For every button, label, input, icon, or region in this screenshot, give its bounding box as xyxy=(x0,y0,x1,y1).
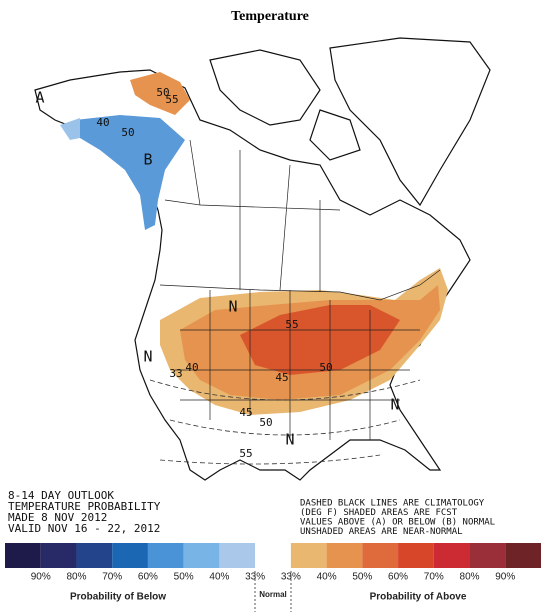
map-label: 55 xyxy=(165,93,178,106)
legend-label: 60% xyxy=(388,572,408,583)
map-label: 50 xyxy=(156,86,169,99)
legend-note: VALUES ABOVE (A) OR BELOW (B) NORMAL xyxy=(300,518,495,528)
color-swatch xyxy=(398,543,434,568)
alaska-above xyxy=(130,72,190,115)
color-swatch xyxy=(469,543,506,568)
color-swatch xyxy=(112,543,148,568)
normal-caption: Normal xyxy=(259,590,287,599)
map-label: 50 xyxy=(121,126,134,139)
outlook-note: VALID NOV 16 - 22, 2012 xyxy=(8,522,160,535)
map-label: 45 xyxy=(275,371,288,384)
color-swatch xyxy=(40,543,77,568)
below-caption: Probability of Below xyxy=(70,592,166,603)
map xyxy=(34,37,491,481)
color-swatch xyxy=(255,543,291,568)
legend-label: 50% xyxy=(352,572,372,583)
legend-label: 90% xyxy=(495,572,515,583)
map-label: 40 xyxy=(96,116,109,129)
map-label: N xyxy=(390,396,399,414)
greenland xyxy=(329,37,491,207)
legend-label: 40% xyxy=(317,572,337,583)
map-label: 55 xyxy=(285,318,298,331)
alaska-below-light xyxy=(60,118,80,140)
color-swatch xyxy=(219,543,256,568)
province-lines xyxy=(164,139,341,292)
map-label: N xyxy=(228,298,237,316)
arctic-islands xyxy=(209,49,361,161)
color-swatch xyxy=(5,543,41,568)
legend-note: (DEG F) SHADED AREAS ARE FCST xyxy=(300,508,458,518)
map-label: A xyxy=(35,89,44,107)
legend-label: 60% xyxy=(138,572,158,583)
us-canada-border xyxy=(159,269,441,301)
title: Temperature xyxy=(231,9,309,24)
legend-label: 33% xyxy=(281,572,301,583)
map-label: 33 xyxy=(169,367,182,380)
map-label: 45 xyxy=(239,406,252,419)
outlook-note: MADE 8 NOV 2012 xyxy=(8,511,107,524)
color-swatch xyxy=(362,543,399,568)
map-label: N xyxy=(285,431,294,449)
color-swatch xyxy=(505,543,541,568)
color-swatch xyxy=(76,543,113,568)
map-label: 50 xyxy=(319,361,332,374)
color-swatch xyxy=(183,543,220,568)
legend-label: 40% xyxy=(209,572,229,583)
legend-label: 70% xyxy=(102,572,122,583)
color-swatch xyxy=(326,543,363,568)
alaska-below xyxy=(75,115,185,230)
color-swatch xyxy=(433,543,470,568)
outlook-note: 8-14 DAY OUTLOOK xyxy=(8,489,114,502)
legend-note: UNSHADED AREAS ARE NEAR-NORMAL xyxy=(300,527,463,537)
legend-label: 80% xyxy=(460,572,480,583)
legend-label: 50% xyxy=(174,572,194,583)
map-label: 50 xyxy=(259,416,272,429)
legend-label: 70% xyxy=(424,572,444,583)
state-lines xyxy=(175,290,420,440)
color-swatch xyxy=(290,543,327,568)
legend-label: 33% xyxy=(245,572,265,583)
color-swatch xyxy=(147,543,184,568)
above-caption: Probability of Above xyxy=(370,592,467,603)
legend: 90% 80% 70% 60% 50% 40% 33% 33% 40% 50% 60% 70% 80% 9… xyxy=(5,543,541,583)
outlook-note: TEMPERATURE PROBABILITY xyxy=(8,500,161,513)
legend-label: 90% xyxy=(31,572,51,583)
map-label: 55 xyxy=(239,447,252,460)
map-label: N xyxy=(143,348,152,366)
climatology-lines xyxy=(149,379,421,465)
map-label: B xyxy=(143,151,152,169)
legend-label: 80% xyxy=(66,572,86,583)
map-label: 40 xyxy=(185,361,198,374)
legend-note: DASHED BLACK LINES ARE CLIMATOLOGY xyxy=(300,499,485,509)
above-50 xyxy=(240,305,400,375)
